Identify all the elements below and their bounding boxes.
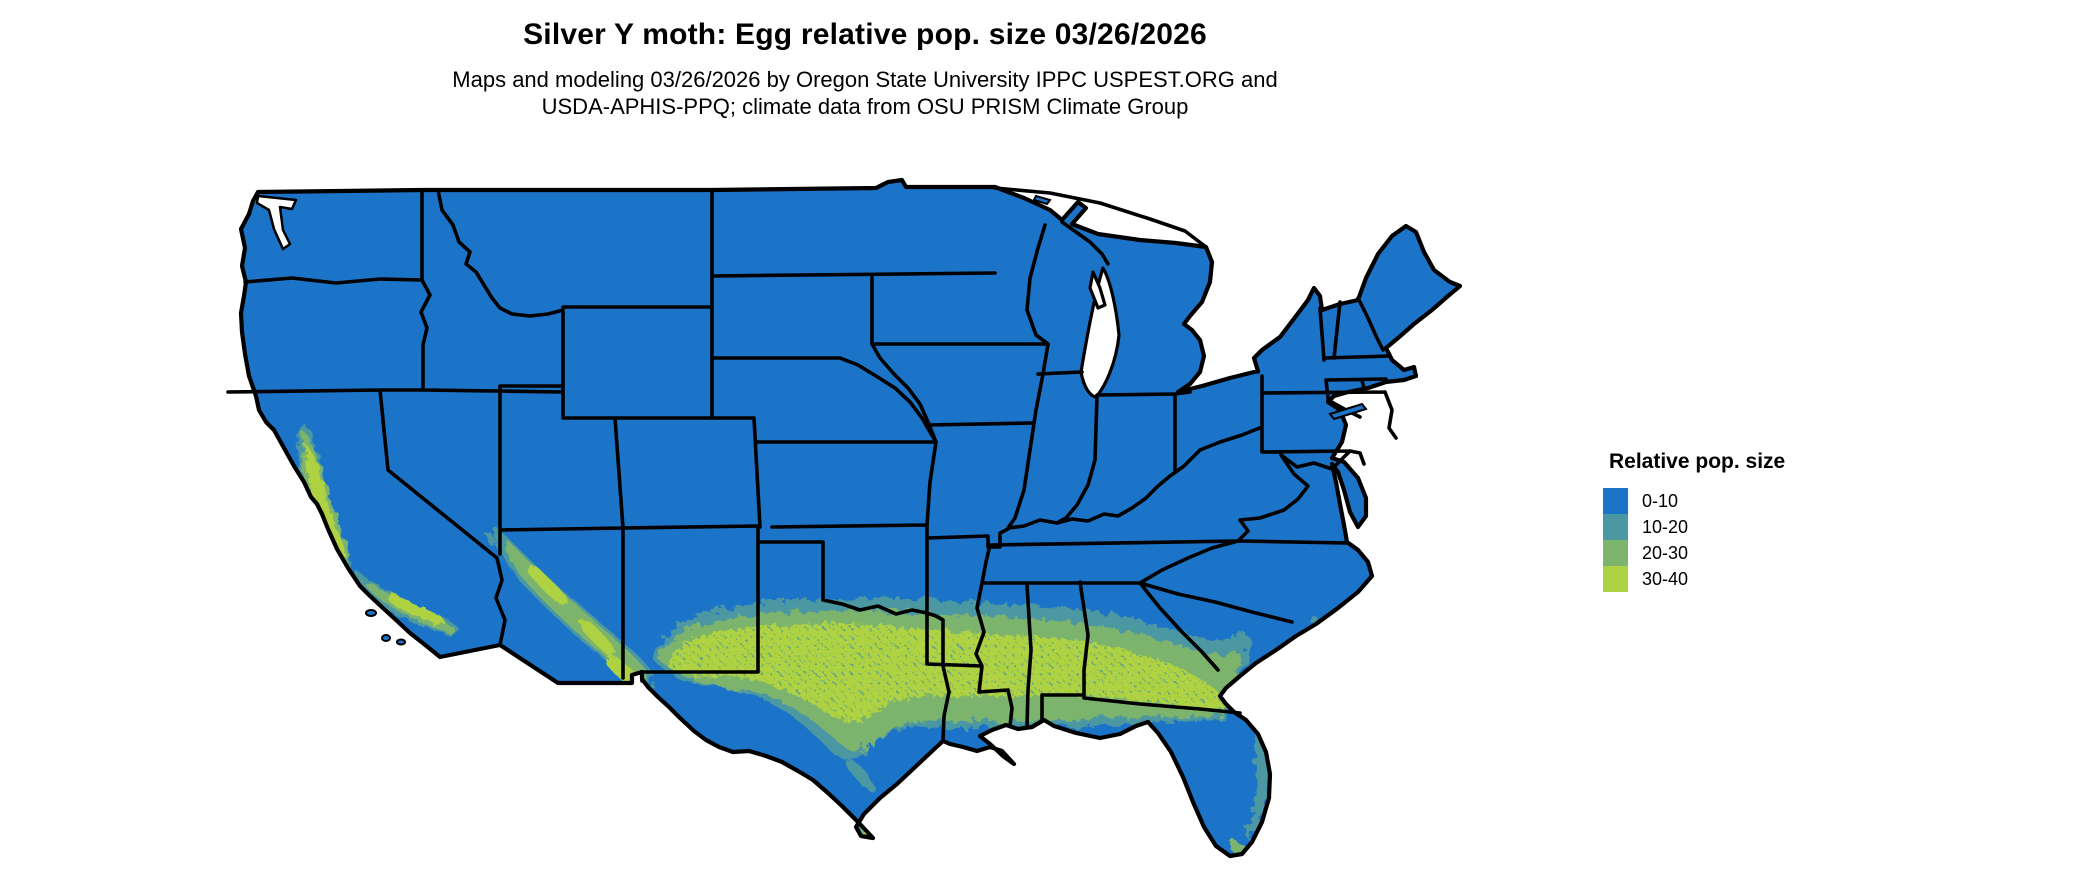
map-credit: Maps and modeling 03/26/2026 by Oregon S… <box>0 66 1730 120</box>
legend-item-10-20: 10-20 <box>1603 514 1785 540</box>
legend-title: Relative pop. size <box>1609 450 1786 473</box>
conus-map <box>200 130 1570 892</box>
long-island <box>1328 402 1368 421</box>
legend-item-0-10: 0-10 <box>1603 488 1785 514</box>
puget-sound <box>255 194 298 251</box>
map-credit-line1: Maps and modeling 03/26/2026 by Oregon S… <box>452 67 1278 92</box>
legend-swatch-10-20 <box>1603 514 1628 540</box>
band-30-40-california <box>305 445 445 625</box>
legend-item-30-40: 30-40 <box>1603 566 1785 592</box>
legend-label: 0-10 <box>1642 491 1679 511</box>
conus-map-svg <box>226 130 1570 892</box>
band-30-40-arizona <box>528 565 649 693</box>
legend-label: 20-30 <box>1642 543 1689 563</box>
legend-label: 10-20 <box>1642 517 1689 537</box>
legend-item-20-30: 20-30 <box>1603 540 1785 566</box>
green-bay <box>1088 270 1107 310</box>
legend-label: 30-40 <box>1642 569 1689 589</box>
legend-swatch-0-10 <box>1603 488 1628 514</box>
islands <box>365 194 1368 646</box>
legend: Relative pop. size 0-10 10-20 20-30 30-40 <box>1603 450 1785 592</box>
state-borders <box>226 186 1398 743</box>
legend-swatch-30-40 <box>1603 566 1628 592</box>
map-title: Silver Y moth: Egg relative pop. size 03… <box>523 18 1207 51</box>
header: Silver Y moth: Egg relative pop. size 03… <box>0 0 1730 120</box>
isle-royale <box>1032 194 1052 206</box>
legend-items: 0-10 10-20 20-30 30-40 <box>1603 488 1785 592</box>
band-20-30-florida-tip <box>860 826 1250 856</box>
legend-swatch-20-30 <box>1603 540 1628 566</box>
population-bands <box>297 424 1328 856</box>
map-credit-line2: USDA-APHIS-PPQ; climate data from OSU PR… <box>541 94 1189 119</box>
